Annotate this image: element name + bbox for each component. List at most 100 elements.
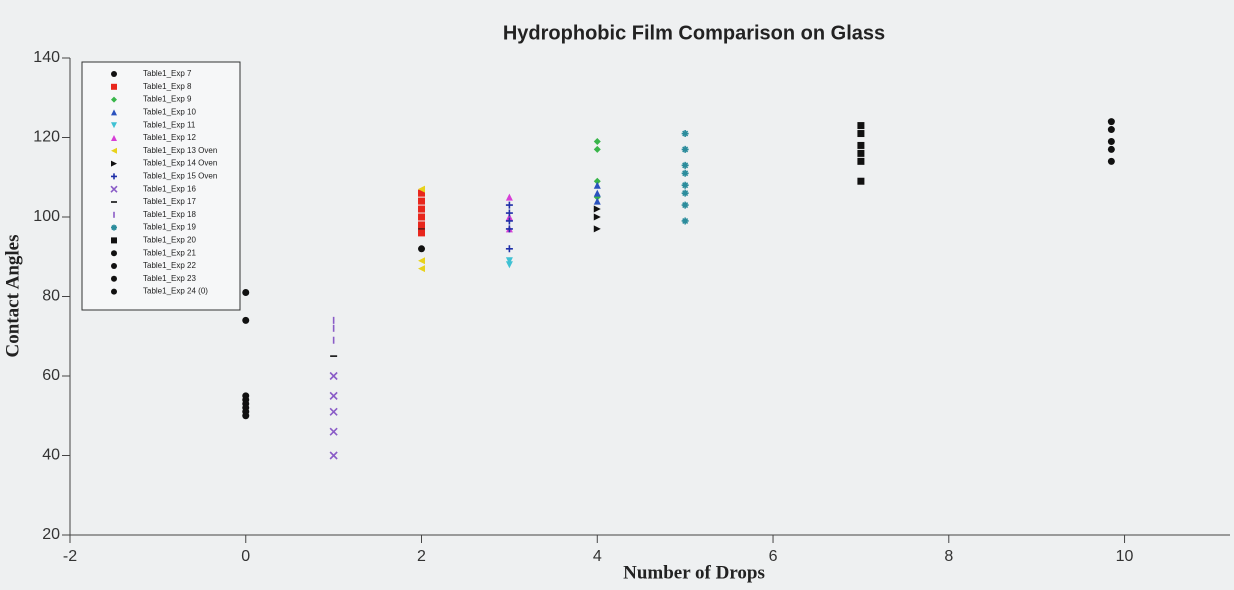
legend-marker	[111, 263, 117, 269]
point	[418, 257, 426, 265]
legend-label: Table1_Exp 11	[143, 120, 196, 129]
legend-label: Table1_Exp 21	[143, 248, 196, 257]
y-tick-label: 140	[33, 49, 60, 66]
chart-title: Hydrophobic Film Comparison on Glass	[503, 22, 885, 44]
point	[857, 130, 865, 138]
y-tick-label: 120	[33, 129, 60, 146]
point	[418, 221, 426, 229]
point	[505, 201, 513, 209]
point	[857, 122, 865, 130]
legend-label: Table1_Exp 13 Oven	[143, 146, 217, 155]
legend-marker	[110, 185, 118, 193]
point	[418, 205, 426, 213]
point	[505, 217, 513, 225]
x-tick-label: 10	[1116, 548, 1134, 565]
point	[593, 189, 601, 197]
point	[329, 407, 338, 416]
legend-label: Table1_Exp 15 Oven	[143, 172, 217, 181]
point	[593, 205, 601, 213]
point	[329, 391, 338, 400]
x-tick-label: -2	[63, 548, 77, 565]
point	[681, 161, 689, 169]
legend-marker	[111, 147, 117, 154]
point	[857, 141, 865, 149]
y-tick-label: 60	[42, 367, 60, 384]
point	[1107, 157, 1115, 165]
point	[593, 197, 601, 205]
x-axis-label: Number of Drops	[623, 562, 765, 583]
legend-marker	[111, 135, 117, 141]
legend-marker	[111, 237, 117, 244]
legend-marker	[111, 250, 117, 257]
legend-label: Table1_Exp 22	[143, 261, 196, 270]
legend-marker	[111, 109, 117, 116]
legend-marker	[111, 173, 117, 180]
legend-marker	[111, 275, 117, 282]
point	[593, 225, 601, 233]
point	[1107, 118, 1115, 126]
point	[857, 149, 865, 157]
legend-label: Table1_Exp 16	[143, 184, 196, 193]
y-axis-label: Contact Angles	[2, 235, 23, 358]
legend-marker	[111, 224, 117, 231]
point	[505, 261, 513, 269]
legend-label: Table1_Exp 20	[143, 236, 196, 245]
point	[593, 177, 601, 185]
point	[505, 209, 513, 217]
point	[242, 289, 250, 297]
y-tick-label: 20	[42, 526, 60, 543]
point	[593, 213, 601, 221]
point	[857, 157, 865, 165]
legend-marker	[111, 288, 117, 295]
legend-label: Table1_Exp 12	[143, 133, 196, 142]
legend-label: Table1_Exp 14 Oven	[143, 159, 217, 168]
legend-marker	[111, 71, 117, 77]
point	[681, 130, 689, 138]
y-tick-label: 100	[33, 208, 60, 225]
legend: Table1_Exp 7 Table1_Exp 8 Table1_Exp 9 Tabl…	[81, 61, 241, 311]
point	[418, 197, 426, 205]
point	[681, 169, 689, 177]
y-tick-label: 40	[42, 447, 60, 464]
point	[242, 316, 250, 324]
point	[418, 213, 426, 221]
x-tick-label: 8	[944, 548, 953, 565]
point	[418, 265, 426, 273]
legend-label: Table1_Exp 7	[143, 69, 192, 78]
point	[681, 201, 689, 209]
legend-label: Table1_Exp 19	[143, 223, 196, 232]
point	[505, 225, 513, 233]
point	[681, 217, 689, 225]
legend-label: Table1_Exp 8	[143, 82, 192, 91]
point	[505, 245, 513, 253]
legend-marker	[111, 96, 117, 103]
point	[242, 412, 250, 420]
legend-label: Table1_Exp 10	[143, 108, 196, 117]
point	[1107, 126, 1115, 134]
x-tick-label: 2	[417, 548, 426, 565]
x-tick-label: 0	[241, 548, 250, 565]
legend-box	[81, 61, 241, 311]
point	[329, 371, 338, 381]
point	[418, 229, 426, 237]
point	[505, 193, 513, 201]
point	[329, 427, 338, 436]
point	[857, 177, 865, 185]
point	[681, 189, 689, 197]
point	[1107, 145, 1115, 153]
legend-label: Table1_Exp 18	[143, 210, 196, 219]
point	[329, 451, 338, 460]
legend-marker	[111, 122, 117, 129]
legend-label: Table1_Exp 17	[143, 197, 196, 206]
point	[593, 137, 601, 145]
legend-label: Table1_Exp 24 (0)	[143, 287, 208, 296]
legend-label: Table1_Exp 9	[143, 95, 192, 104]
point	[593, 145, 601, 153]
legend-label: Table1_Exp 23	[143, 274, 196, 283]
point	[418, 245, 426, 253]
point	[593, 181, 601, 189]
x-tick-label: 4	[593, 548, 602, 565]
point	[681, 181, 689, 189]
point	[505, 213, 513, 221]
